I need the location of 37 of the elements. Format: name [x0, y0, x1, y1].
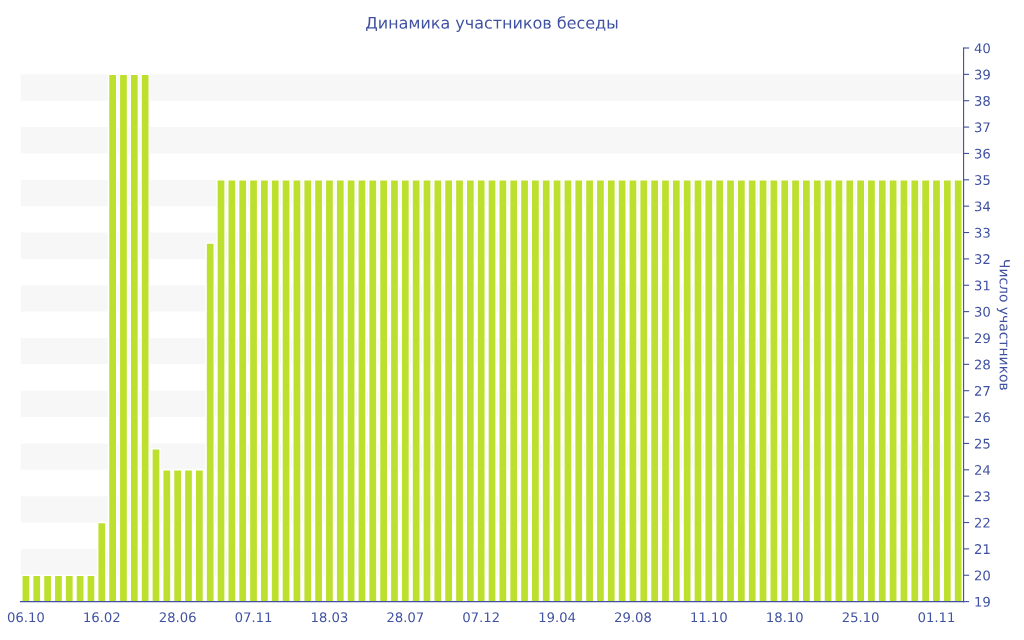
y-tick-label: 26 — [974, 412, 990, 423]
x-tick-label: 18.03 — [311, 612, 348, 623]
x-tick-label: 25.10 — [842, 612, 879, 623]
x-tick-label: 07.11 — [235, 612, 272, 623]
y-tick-label: 34 — [975, 201, 991, 212]
y-axis-title: Число участников — [996, 260, 1010, 390]
x-tick-label: 07.12 — [463, 612, 499, 623]
x-tick-label: 11.10 — [691, 612, 727, 623]
x-tick-label: 18.10 — [767, 612, 803, 623]
y-tick-label: 21 — [974, 544, 990, 554]
y-tick-label: 25 — [974, 438, 990, 449]
x-tick-label: 29.08 — [615, 612, 651, 623]
chart-title: Динамика участников беседы — [366, 16, 618, 32]
y-tick-label: 33 — [975, 227, 990, 238]
y-tick-label: 28 — [974, 359, 990, 370]
x-tick-label: 28.07 — [387, 612, 424, 623]
y-tick-label: 40 — [974, 43, 990, 54]
x-tick-label: 28.06 — [159, 612, 196, 623]
y-tick-label: 19 — [975, 596, 990, 607]
y-tick-label: 23 — [974, 491, 990, 502]
y-tick-label: 37 — [975, 122, 990, 133]
y-tick-label: 30 — [975, 306, 990, 317]
y-tick-label: 35 — [975, 175, 990, 186]
y-tick-label: 31 — [975, 280, 990, 291]
y-tick-label: 20 — [974, 570, 990, 581]
x-tick-label: 16.02 — [84, 612, 120, 623]
x-tick-label: 01.11 — [918, 612, 955, 623]
y-tick-label: 29 — [974, 333, 990, 344]
y-tick-label: 27 — [974, 385, 990, 396]
y-tick-label: 22 — [974, 517, 990, 528]
x-tick-label: 06.10 — [7, 612, 44, 623]
x-tick-label: 19.04 — [539, 612, 576, 623]
y-tick-label: 38 — [975, 95, 990, 106]
y-tick-label: 24 — [974, 465, 991, 475]
y-tick-label: 36 — [975, 148, 990, 159]
y-tick-label: 32 — [975, 254, 990, 265]
y-tick-label: 39 — [975, 69, 990, 80]
